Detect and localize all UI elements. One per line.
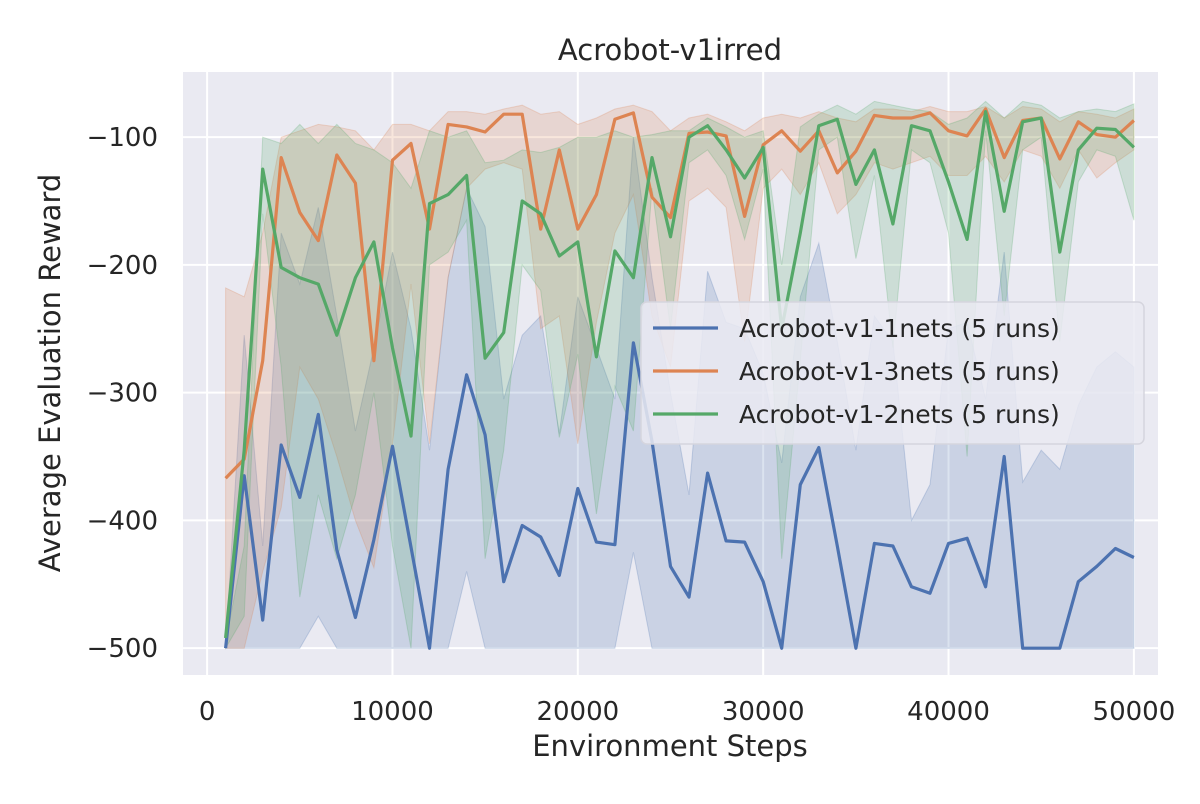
legend: Acrobot-v1-1nets (5 runs) Acrobot-v1-3net… (640, 301, 1145, 445)
confidence-band-1 (225, 137, 1135, 649)
x-tick-label: 10000 (351, 697, 434, 727)
legend-label-2: Acrobot-v1-3nets (5 runs) (739, 357, 1060, 386)
confidence-band-3 (225, 100, 1135, 651)
y-axis-label: Average Evaluation Reward (33, 174, 67, 573)
x-tick-label: 50000 (1093, 697, 1176, 727)
x-tick-label: 0 (199, 697, 216, 727)
series-line-1 (224, 341, 1135, 650)
x-tick-label: 20000 (536, 697, 619, 727)
y-tick-label: −400 (87, 506, 158, 536)
confidence-band-2 (225, 104, 1135, 649)
series-line-3 (224, 109, 1136, 639)
y-tick-label: −300 (87, 379, 158, 409)
y-tick-label: −200 (87, 251, 158, 281)
series-line-2 (224, 107, 1135, 480)
x-axis-label: Environment Steps (532, 729, 808, 763)
x-tick-labels: 0 10000 20000 30000 40000 50000 (199, 697, 1175, 727)
y-tick-label: −100 (87, 123, 158, 153)
legend-label-1: Acrobot-v1-1nets (5 runs) (739, 314, 1060, 343)
chart-title: Acrobot-v1irred (558, 33, 782, 67)
series-lines (224, 107, 1136, 650)
legend-label-3: Acrobot-v1-2nets (5 runs) (739, 400, 1060, 429)
y-tick-label: −500 (87, 634, 158, 664)
x-tick-label: 30000 (722, 697, 805, 727)
x-tick-label: 40000 (907, 697, 990, 727)
confidence-bands (225, 100, 1135, 651)
y-tick-labels: −500 −400 −300 −200 −100 (87, 123, 158, 664)
legend-box (640, 301, 1145, 445)
